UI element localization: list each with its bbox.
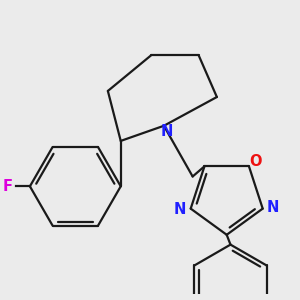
Text: O: O <box>250 154 262 169</box>
Text: N: N <box>174 202 186 217</box>
Text: N: N <box>161 124 173 139</box>
Text: N: N <box>267 200 280 214</box>
Text: F: F <box>2 179 12 194</box>
